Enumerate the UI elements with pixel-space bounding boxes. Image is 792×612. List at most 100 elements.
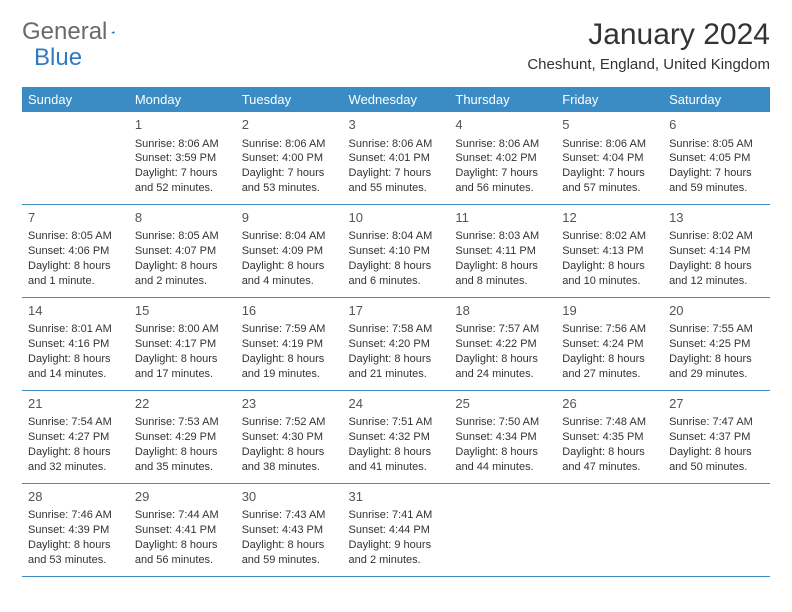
sunrise-line: Sunrise: 8:02 AM [669, 229, 764, 244]
day-header: Thursday [449, 87, 556, 112]
daylight-line: Daylight: 8 hours and 38 minutes. [242, 445, 337, 475]
month-title: January 2024 [527, 18, 770, 52]
daylight-line: Daylight: 8 hours and 10 minutes. [562, 259, 657, 289]
calendar-cell: 20Sunrise: 7:55 AMSunset: 4:25 PMDayligh… [663, 297, 770, 390]
sunset-line: Sunset: 4:37 PM [669, 430, 764, 445]
sunset-line: Sunset: 4:17 PM [135, 337, 230, 352]
sunset-line: Sunset: 4:16 PM [28, 337, 123, 352]
sunset-line: Sunset: 4:05 PM [669, 151, 764, 166]
daylight-line: Daylight: 7 hours and 55 minutes. [349, 166, 444, 196]
calendar-cell: 14Sunrise: 8:01 AMSunset: 4:16 PMDayligh… [22, 297, 129, 390]
sunrise-line: Sunrise: 7:43 AM [242, 508, 337, 523]
calendar-cell: 22Sunrise: 7:53 AMSunset: 4:29 PMDayligh… [129, 390, 236, 483]
day-number: 6 [669, 116, 764, 134]
day-header-row: Sunday Monday Tuesday Wednesday Thursday… [22, 87, 770, 112]
sunset-line: Sunset: 4:14 PM [669, 244, 764, 259]
calendar-cell: 19Sunrise: 7:56 AMSunset: 4:24 PMDayligh… [556, 297, 663, 390]
day-number: 16 [242, 302, 337, 320]
sunrise-line: Sunrise: 8:06 AM [455, 137, 550, 152]
daylight-line: Daylight: 9 hours and 2 minutes. [349, 538, 444, 568]
daylight-line: Daylight: 8 hours and 27 minutes. [562, 352, 657, 382]
sunrise-line: Sunrise: 8:04 AM [349, 229, 444, 244]
calendar-cell: 28Sunrise: 7:46 AMSunset: 4:39 PMDayligh… [22, 483, 129, 576]
day-number: 23 [242, 395, 337, 413]
day-number: 19 [562, 302, 657, 320]
calendar-cell: 17 Sunrise: 7:58 AMSunset: 4:20 PMDayligh… [343, 297, 450, 390]
sunrise-line: Sunrise: 7:59 AM [242, 322, 337, 337]
sunset-line: Sunset: 4:44 PM [349, 523, 444, 538]
calendar-week-row: 1Sunrise: 8:06 AMSunset: 3:59 PMDaylight… [22, 112, 770, 204]
daylight-line: Daylight: 8 hours and 1 minute. [28, 259, 123, 289]
sunset-line: Sunset: 4:30 PM [242, 430, 337, 445]
day-number: 18 [455, 302, 550, 320]
sunset-line: Sunset: 4:24 PM [562, 337, 657, 352]
day-number: 17 [349, 302, 444, 320]
sunrise-line: Sunrise: 7:48 AM [562, 415, 657, 430]
calendar-cell: 7Sunrise: 8:05 AMSunset: 4:06 PMDaylight… [22, 204, 129, 297]
sunset-line: Sunset: 4:25 PM [669, 337, 764, 352]
day-number: 15 [135, 302, 230, 320]
logo-text-blue: Blue [34, 44, 82, 72]
sunset-line: Sunset: 4:09 PM [242, 244, 337, 259]
day-number: 30 [242, 488, 337, 506]
sunrise-line: Sunrise: 7:58 AM [349, 322, 444, 337]
logo-text-general: General [22, 18, 107, 46]
sunset-line: Sunset: 4:13 PM [562, 244, 657, 259]
calendar-cell: 24Sunrise: 7:51 AMSunset: 4:32 PMDayligh… [343, 390, 450, 483]
day-header: Saturday [663, 87, 770, 112]
title-block: January 2024 Cheshunt, England, United K… [527, 18, 770, 73]
calendar-cell: 9Sunrise: 8:04 AMSunset: 4:09 PMDaylight… [236, 204, 343, 297]
day-number: 12 [562, 209, 657, 227]
sunrise-line: Sunrise: 7:57 AM [455, 322, 550, 337]
sunrise-line: Sunrise: 8:03 AM [455, 229, 550, 244]
sunset-line: Sunset: 4:41 PM [135, 523, 230, 538]
calendar-week-row: 7Sunrise: 8:05 AMSunset: 4:06 PMDaylight… [22, 204, 770, 297]
day-number: 25 [455, 395, 550, 413]
sunset-line: Sunset: 4:39 PM [28, 523, 123, 538]
daylight-line: Daylight: 8 hours and 35 minutes. [135, 445, 230, 475]
sunset-line: Sunset: 4:10 PM [349, 244, 444, 259]
calendar-cell: 27Sunrise: 7:47 AMSunset: 4:37 PMDayligh… [663, 390, 770, 483]
daylight-line: Daylight: 8 hours and 21 minutes. [349, 352, 444, 382]
day-number: 14 [28, 302, 123, 320]
day-number: 8 [135, 209, 230, 227]
day-header: Wednesday [343, 87, 450, 112]
calendar-cell [663, 483, 770, 576]
calendar-cell: 18Sunrise: 7:57 AMSunset: 4:22 PMDayligh… [449, 297, 556, 390]
daylight-line: Daylight: 8 hours and 56 minutes. [135, 538, 230, 568]
sunset-line: Sunset: 4:02 PM [455, 151, 550, 166]
daylight-line: Daylight: 8 hours and 53 minutes. [28, 538, 123, 568]
sunrise-line: Sunrise: 7:51 AM [349, 415, 444, 430]
sunset-line: Sunset: 4:00 PM [242, 151, 337, 166]
day-number: 24 [349, 395, 444, 413]
calendar-cell [449, 483, 556, 576]
daylight-line: Daylight: 8 hours and 14 minutes. [28, 352, 123, 382]
sunrise-line: Sunrise: 7:50 AM [455, 415, 550, 430]
sunrise-line: Sunrise: 8:04 AM [242, 229, 337, 244]
day-number: 13 [669, 209, 764, 227]
sunrise-line: Sunrise: 7:47 AM [669, 415, 764, 430]
daylight-line: Daylight: 8 hours and 12 minutes. [669, 259, 764, 289]
sunrise-line: Sunrise: 8:06 AM [135, 137, 230, 152]
sunset-line: Sunset: 4:35 PM [562, 430, 657, 445]
daylight-line: Daylight: 8 hours and 32 minutes. [28, 445, 123, 475]
calendar-cell: 25Sunrise: 7:50 AMSunset: 4:34 PMDayligh… [449, 390, 556, 483]
calendar-cell: 31Sunrise: 7:41 AMSunset: 4:44 PMDayligh… [343, 483, 450, 576]
daylight-line: Daylight: 7 hours and 53 minutes. [242, 166, 337, 196]
sunset-line: Sunset: 4:20 PM [349, 337, 444, 352]
day-number: 9 [242, 209, 337, 227]
day-number: 3 [349, 116, 444, 134]
day-number: 1 [135, 116, 230, 134]
page-header: General January 2024 Cheshunt, England, … [22, 18, 770, 73]
day-number: 7 [28, 209, 123, 227]
day-number: 5 [562, 116, 657, 134]
logo-triangle-icon [111, 22, 115, 42]
calendar-cell: 8Sunrise: 8:05 AMSunset: 4:07 PMDaylight… [129, 204, 236, 297]
calendar-week-row: 14Sunrise: 8:01 AMSunset: 4:16 PMDayligh… [22, 297, 770, 390]
day-number: 10 [349, 209, 444, 227]
day-number: 22 [135, 395, 230, 413]
calendar-cell: 16Sunrise: 7:59 AMSunset: 4:19 PMDayligh… [236, 297, 343, 390]
day-header: Monday [129, 87, 236, 112]
sunset-line: Sunset: 4:04 PM [562, 151, 657, 166]
location-subtitle: Cheshunt, England, United Kingdom [527, 56, 770, 73]
